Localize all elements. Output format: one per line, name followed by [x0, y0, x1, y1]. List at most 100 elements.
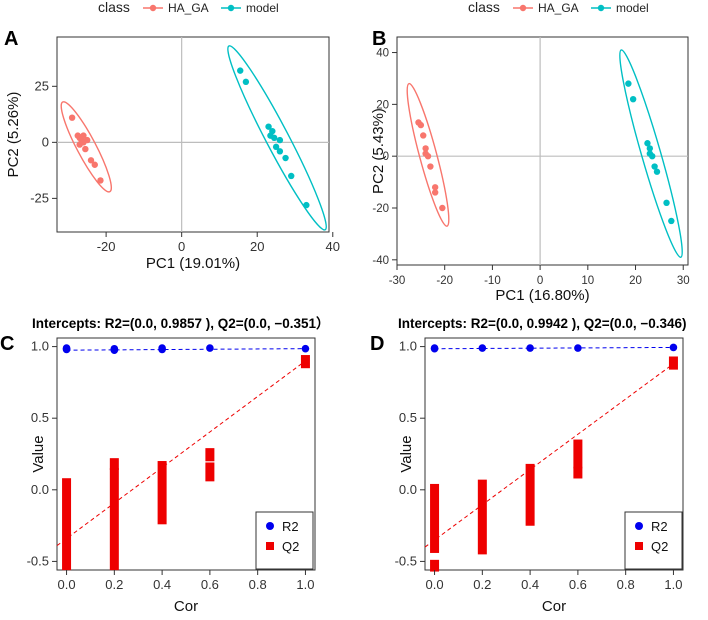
x-tick-label: -30 [389, 275, 406, 287]
legend-label: R2 [282, 519, 299, 534]
legend-box [624, 511, 683, 570]
x-tick-label: 0.8 [617, 577, 635, 592]
data-point-ha_ga [91, 161, 98, 168]
y-tick-label: 1.0 [399, 339, 417, 354]
data-point-ha_ga [427, 163, 434, 170]
q2-regression-line [56, 360, 306, 547]
y-tick-label: -25 [30, 190, 49, 205]
legend-label: HA_GA [538, 1, 579, 15]
data-point-ha_ga [420, 132, 427, 139]
legend-key-circle [266, 522, 274, 530]
confidence-ellipse-model [227, 45, 327, 231]
data-point-model [267, 132, 274, 139]
x-axis-label: PC1 (16.80%) [495, 287, 589, 304]
data-point-model [288, 172, 295, 180]
r2-marker [478, 344, 487, 352]
data-point-model [663, 199, 670, 207]
plot-frame [424, 337, 684, 571]
r2-marker [206, 344, 214, 352]
y-tick-label: 0.5 [31, 410, 49, 425]
data-point-model [644, 140, 651, 147]
r2-regression-line [434, 346, 674, 350]
data-point-model [276, 148, 284, 155]
panel-letter: C [0, 333, 14, 355]
y-axis-label: Value [30, 435, 47, 472]
x-tick-label: 0.6 [201, 577, 219, 592]
r2-regression-line [66, 348, 306, 351]
y-tick-label: 0.0 [31, 482, 49, 497]
q2-marker [109, 468, 119, 571]
y-tick-label: 40 [376, 48, 389, 60]
x-tick-label: 0 [178, 239, 185, 254]
q2-marker [668, 356, 678, 370]
legend-label: R2 [651, 519, 668, 534]
x-axis-label: Cor [174, 598, 198, 615]
y-tick-label: -40 [372, 255, 389, 267]
y-tick-label: 1.0 [31, 339, 49, 354]
x-tick-label: 20 [629, 275, 642, 287]
q2-marker [157, 461, 167, 525]
x-tick-label: 0 [537, 275, 543, 287]
plot-frame [56, 337, 316, 571]
legend-title: class [468, 0, 500, 15]
legend-key-point [597, 4, 605, 12]
data-point-model [629, 95, 637, 103]
confidence-ellipse-model [619, 49, 683, 258]
r2-marker [574, 344, 582, 352]
x-tick-label: 20 [250, 239, 264, 254]
q2-marker [62, 478, 72, 571]
q2-marker [430, 483, 440, 553]
plot-frame [396, 36, 689, 266]
y-tick-label: 0.0 [399, 482, 417, 497]
legend-key-square [635, 542, 643, 550]
pca-panel-b: -30 -20 -10 0 10 20 30 -40 -20 0 20 40 PC1 (16.80%) P… [370, 0, 690, 304]
legend-box [255, 511, 314, 570]
data-point-model [242, 78, 250, 86]
data-point-ha_ga [82, 145, 89, 153]
chart-title: Intercepts: R2=(0.0, 0.9857 ), Q2=(0.0, … [32, 316, 330, 331]
x-tick-label: 0.4 [153, 577, 171, 592]
data-point-model [265, 123, 272, 130]
y-tick-label: 25 [35, 78, 49, 93]
x-axis-label: Cor [542, 598, 566, 615]
data-point-ha_ga [97, 177, 104, 184]
data-point-model [646, 145, 654, 152]
q2-marker [573, 466, 583, 479]
legend-label: Q2 [651, 539, 668, 554]
legend: class HA_GA model [98, 0, 279, 15]
data-point-ha_ga [422, 150, 429, 157]
legend-label: model [246, 1, 279, 15]
panel-letter: D [370, 333, 384, 355]
y-axis-label: PC2 (5.43%) [370, 108, 387, 194]
q2-marker [525, 463, 535, 526]
x-tick-label: 1.0 [296, 577, 314, 592]
y-tick-label: 0 [383, 151, 389, 163]
legend-label: Q2 [282, 539, 299, 554]
data-point-model [282, 154, 289, 162]
r2-marker [110, 344, 119, 353]
legend-key-point [519, 4, 527, 12]
confidence-ellipse-ha_ga [60, 101, 113, 193]
data-point-model [276, 136, 284, 144]
x-tick-label: -20 [436, 275, 453, 287]
y-tick-label: -0.5 [27, 553, 49, 568]
data-point-model [303, 201, 310, 209]
y-tick-label: 0.5 [399, 410, 417, 425]
legend-label: model [616, 1, 649, 15]
data-point-ha_ga [431, 189, 439, 196]
x-tick-label: 0.4 [521, 577, 539, 592]
legend: class HA_GA model [468, 0, 649, 15]
permutation-panel-d: Intercepts: R2=(0.0, 0.9942 ), Q2=(0.0, … [370, 316, 687, 615]
r2-marker [301, 344, 310, 353]
data-point-model [625, 80, 632, 87]
x-tick-label: 1.0 [664, 577, 682, 592]
x-tick-label: 30 [677, 275, 690, 287]
data-point-model [653, 168, 661, 175]
data-point-model [668, 217, 675, 225]
x-tick-label: 0.8 [249, 577, 267, 592]
confidence-ellipse-ha_ga [406, 82, 450, 227]
x-tick-label: 0.6 [569, 577, 587, 592]
x-tick-label: 0.0 [426, 577, 444, 592]
